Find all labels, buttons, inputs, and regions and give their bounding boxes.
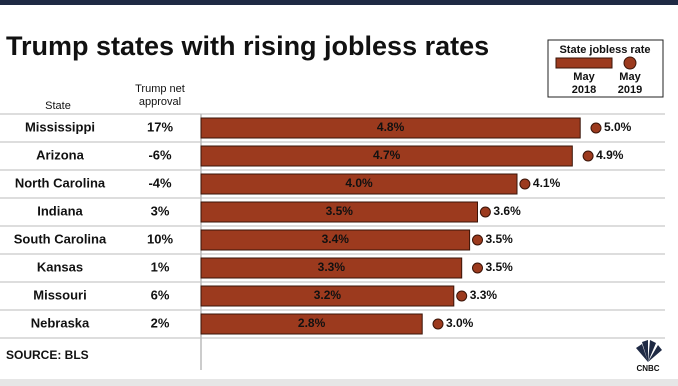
bar-label: 3.4%	[322, 232, 350, 246]
approval-value: 10%	[147, 231, 173, 246]
legend-dot	[623, 56, 637, 70]
bar	[200, 173, 518, 195]
dot	[472, 234, 483, 246]
bar-label: 4.7%	[373, 148, 401, 162]
logo: CNBC	[636, 340, 662, 373]
bar-label: 3.2%	[314, 288, 342, 302]
dot-label: 3.0%	[446, 316, 474, 330]
category-label: Arizona	[36, 147, 84, 162]
legend-label: May 2019	[618, 71, 642, 96]
top-bar	[0, 0, 678, 5]
bar	[200, 285, 455, 307]
dot	[472, 262, 483, 274]
approval-value: 2%	[151, 315, 170, 330]
chart-title: Trump states with rising jobless rates	[6, 31, 489, 61]
dot-label: 3.3%	[470, 288, 498, 302]
logo-text: CNBC	[636, 364, 659, 373]
dot-label: 3.5%	[486, 260, 514, 274]
category-label: Mississippi	[25, 119, 95, 134]
bottom-strip	[0, 379, 678, 386]
approval-value: -6%	[148, 147, 172, 162]
dot-label: 4.9%	[596, 148, 624, 162]
bar	[200, 229, 471, 251]
column-header: State	[45, 100, 71, 112]
dot	[519, 178, 531, 190]
approval-value: 17%	[147, 119, 173, 134]
dot	[582, 150, 594, 162]
dot	[432, 318, 444, 330]
dot-label: 3.6%	[493, 204, 521, 218]
bar-label: 2.8%	[298, 316, 326, 330]
category-label: Indiana	[37, 203, 83, 218]
approval-value: 6%	[151, 287, 170, 302]
dot-label: 4.1%	[533, 176, 561, 190]
category-label: North Carolina	[15, 175, 106, 190]
bar-label: 3.3%	[318, 260, 346, 274]
legend-swatch	[555, 57, 613, 69]
source: SOURCE: BLS	[6, 348, 89, 362]
category-label: Missouri	[33, 287, 86, 302]
dot-label: 5.0%	[604, 120, 632, 134]
dot	[590, 122, 602, 134]
dot	[479, 206, 491, 218]
dot	[456, 290, 468, 302]
approval-value: 1%	[151, 259, 170, 274]
column-header: Trump net approval	[135, 83, 185, 108]
category-label: Kansas	[37, 259, 83, 274]
bar-label: 4.8%	[377, 120, 405, 134]
legend-title: State jobless rate	[559, 44, 650, 56]
bar-label: 3.5%	[326, 204, 354, 218]
bar	[200, 145, 573, 167]
bar-label: 4.0%	[345, 176, 373, 190]
dot-label: 3.5%	[486, 232, 514, 246]
category-label: Nebraska	[31, 315, 90, 330]
bar	[200, 313, 423, 335]
bar	[200, 257, 463, 279]
approval-value: -4%	[148, 175, 172, 190]
approval-value: 3%	[151, 203, 170, 218]
legend-label: May 2018	[572, 71, 596, 96]
bar	[200, 201, 478, 223]
bar	[200, 117, 581, 139]
category-label: South Carolina	[14, 231, 107, 246]
